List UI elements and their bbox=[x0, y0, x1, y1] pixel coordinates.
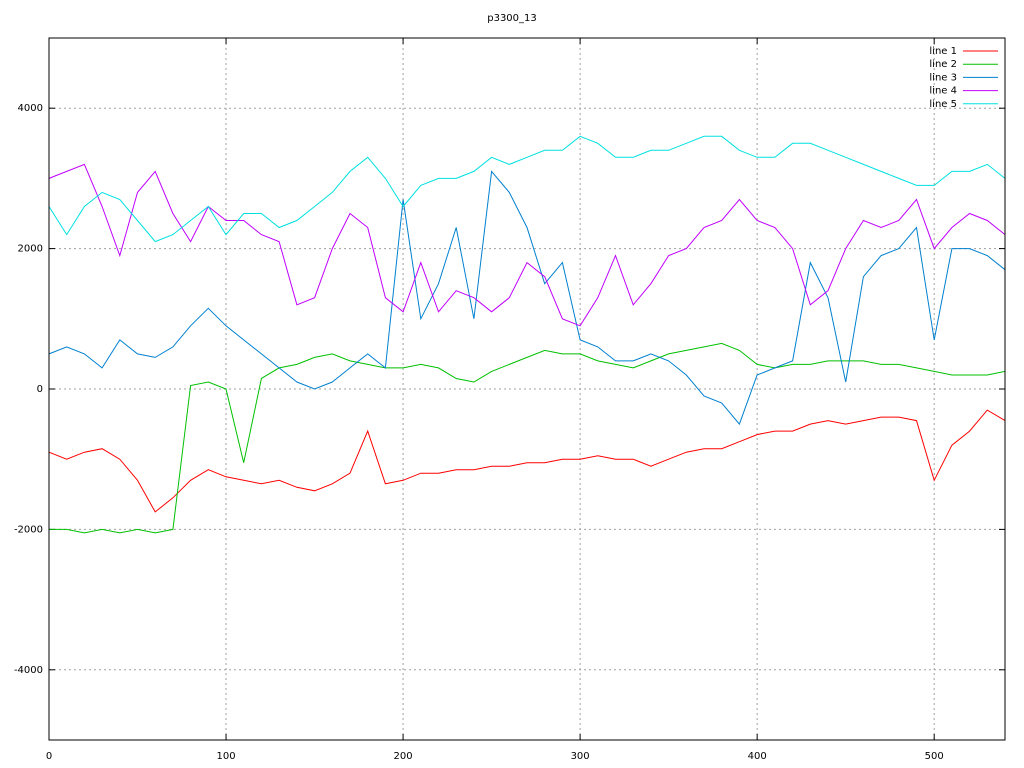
y-tick-label: 2000 bbox=[18, 244, 43, 255]
y-tick-label: -2000 bbox=[14, 524, 43, 535]
legend-label: line 2 bbox=[929, 59, 957, 70]
legend-label: line 5 bbox=[929, 99, 957, 110]
y-tick-label: 0 bbox=[37, 384, 43, 395]
x-tick-label: 100 bbox=[216, 751, 235, 762]
legend-label: line 4 bbox=[929, 86, 957, 97]
data-line bbox=[49, 342, 1006, 534]
x-tick-label: 0 bbox=[46, 751, 52, 762]
data-line bbox=[48, 170, 1006, 426]
legend-label: line 3 bbox=[929, 72, 957, 83]
y-tick-label: -4000 bbox=[14, 665, 43, 676]
x-tick-label: 500 bbox=[925, 751, 944, 762]
plot-border bbox=[48, 37, 1006, 741]
y-tick-label: 4000 bbox=[18, 103, 43, 114]
data-line bbox=[48, 135, 1006, 243]
x-tick-label: 200 bbox=[394, 751, 413, 762]
data-line bbox=[48, 163, 1006, 327]
chart-title: p3300_13 bbox=[487, 13, 537, 24]
data-line bbox=[48, 409, 1006, 513]
x-tick-label: 400 bbox=[748, 751, 767, 762]
x-tick-label: 300 bbox=[571, 751, 590, 762]
legend-label: line 1 bbox=[929, 46, 957, 57]
